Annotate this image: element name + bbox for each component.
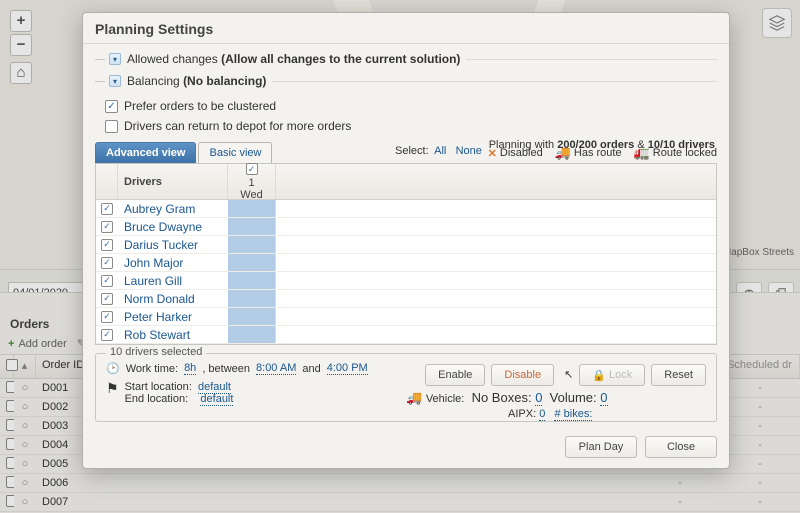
driver-checkbox[interactable] [101, 203, 113, 215]
legend-has-route: Has route [574, 147, 622, 159]
select-all-link[interactable]: All [434, 145, 446, 157]
driver-name[interactable]: Darius Tucker [124, 238, 198, 252]
driver-checkbox[interactable] [101, 257, 113, 269]
planning-settings-dialog: Planning Settings ▾ Allowed changes (All… [82, 12, 730, 469]
select-label: Select: [395, 145, 429, 157]
lock-icon: 🔒 [592, 369, 606, 382]
driver-day-cell[interactable] [228, 326, 276, 343]
allowed-changes-value: (Allow all changes to the current soluti… [221, 52, 460, 66]
no-boxes-value[interactable]: 0 [535, 390, 542, 406]
driver-name[interactable]: Rob Stewart [124, 328, 190, 342]
worktime-start[interactable]: 8:00 AM [256, 362, 296, 375]
driver-name[interactable]: Aubrey Gram [124, 202, 195, 216]
driver-day-cell[interactable] [228, 254, 276, 271]
driver-checkbox[interactable] [101, 329, 113, 341]
allowed-changes-section[interactable]: ▾ Allowed changes (Allow all changes to … [83, 50, 729, 68]
driver-checkbox[interactable] [101, 239, 113, 251]
driver-day-cell[interactable] [228, 308, 276, 325]
driver-row[interactable]: John Major [96, 254, 716, 272]
driver-checkbox[interactable] [101, 311, 113, 323]
driver-name[interactable]: John Major [124, 256, 183, 270]
aipx-value[interactable]: 0 [539, 408, 545, 421]
driver-row[interactable]: Peter Harker [96, 308, 716, 326]
cursor-icon: ↖ [564, 368, 573, 386]
reset-button[interactable]: Reset [651, 364, 706, 386]
balancing-label: Balancing [127, 74, 180, 88]
start-location-label: Start location: [125, 381, 192, 393]
driver-day-cell[interactable] [228, 290, 276, 307]
driver-row[interactable]: Rob Stewart [96, 326, 716, 344]
legend-route-locked: Route locked [653, 147, 717, 159]
driver-row[interactable]: Aubrey Gram [96, 200, 716, 218]
lock-button[interactable]: 🔒Lock [579, 364, 645, 386]
return-depot-checkbox[interactable] [105, 120, 118, 133]
pin-icon: ⚑ [106, 381, 119, 395]
close-button[interactable]: Close [645, 436, 717, 458]
driver-name[interactable]: Lauren Gill [124, 274, 182, 288]
col-day[interactable]: 1 Wed [228, 164, 276, 199]
driver-checkbox[interactable] [101, 275, 113, 287]
driver-row[interactable]: Norm Donald [96, 290, 716, 308]
dialog-title: Planning Settings [83, 13, 729, 43]
return-depot-label: Drivers can return to depot for more ord… [124, 119, 351, 133]
end-location-label: End location: [125, 393, 189, 405]
lock-truck-icon: 🚛 [634, 145, 650, 161]
tab-basic-view[interactable]: Basic view [198, 142, 272, 163]
worktime-end[interactable]: 4:00 PM [327, 362, 368, 375]
worktime-hours[interactable]: 8h [184, 362, 196, 375]
driver-checkbox[interactable] [101, 221, 113, 233]
truck-icon: 🚚 Vehicle: No Boxes: 0 Volume: 0 [406, 390, 608, 406]
bikes-label[interactable]: # bikes: [554, 408, 592, 421]
driver-name[interactable]: Bruce Dwayne [124, 220, 202, 234]
driver-row[interactable]: Bruce Dwayne [96, 218, 716, 236]
clock-icon: 🕑 [106, 362, 120, 375]
chevron-down-icon: ▾ [109, 53, 121, 65]
driver-day-cell[interactable] [228, 236, 276, 253]
chevron-down-icon: ▾ [109, 75, 121, 87]
plan-day-button[interactable]: Plan Day [565, 436, 637, 458]
worktime-label: Work time: [126, 363, 178, 375]
x-icon: ✕ [488, 147, 497, 160]
enable-button[interactable]: Enable [425, 364, 485, 386]
driver-day-cell[interactable] [228, 200, 276, 217]
end-location-value[interactable]: default [200, 393, 233, 406]
driver-day-cell[interactable] [228, 218, 276, 235]
select-none-link[interactable]: None [456, 145, 482, 157]
allowed-changes-label: Allowed changes [127, 52, 218, 66]
tab-advanced-view[interactable]: Advanced view [95, 142, 196, 163]
driver-day-cell[interactable] [228, 272, 276, 289]
driver-row[interactable]: Lauren Gill [96, 272, 716, 290]
selected-count: 10 drivers selected [106, 346, 206, 358]
legend-disabled: Disabled [500, 147, 543, 159]
volume-value[interactable]: 0 [600, 390, 607, 406]
col-drivers[interactable]: Drivers [118, 164, 228, 199]
select-all-day-checkbox[interactable] [246, 163, 258, 175]
vehicle-label: Vehicle: [426, 393, 465, 405]
driver-name[interactable]: Norm Donald [124, 292, 195, 306]
balancing-section[interactable]: ▾ Balancing (No balancing) [83, 72, 729, 90]
prefer-clustered-checkbox[interactable]: ✓ [105, 100, 118, 113]
driver-row[interactable]: Darius Tucker [96, 236, 716, 254]
drivers-table: Drivers 1 Wed Aubrey Gram Bruce Dwayne Dar… [95, 163, 717, 345]
disable-button[interactable]: Disable [491, 364, 554, 386]
driver-name[interactable]: Peter Harker [124, 310, 192, 324]
driver-checkbox[interactable] [101, 293, 113, 305]
balancing-value: (No balancing) [183, 74, 266, 88]
prefer-clustered-label: Prefer orders to be clustered [124, 99, 276, 113]
truck-icon: 🚚 [555, 145, 571, 161]
